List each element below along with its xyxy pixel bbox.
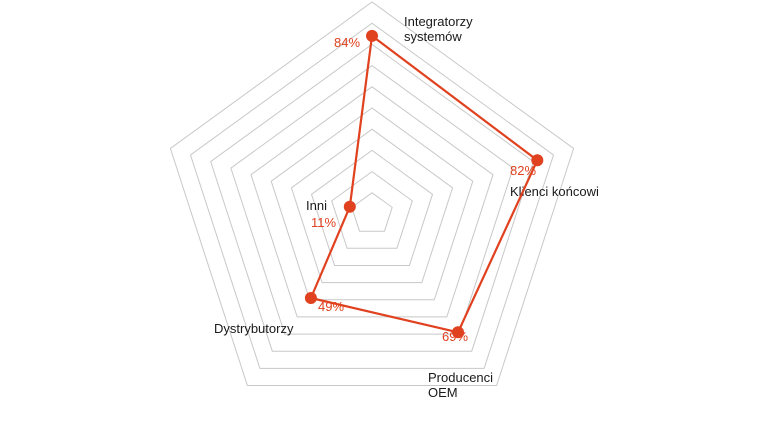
data-point-4 [343,200,356,213]
value-label-4: 11% [311,215,336,230]
axis-label-4: Inni [306,198,327,213]
grid-ring-4 [290,128,454,284]
value-label-1: 82% [510,163,536,178]
data-point-3 [304,292,317,304]
grid-ring-8 [210,43,534,352]
axis-labels: Integratorzy systemów Klienci końcowi Produ… [214,14,599,400]
series-line [309,34,539,334]
data-point-0 [366,29,378,42]
axis-label-1: Klienci końcowi [510,184,599,199]
series-layer [304,29,544,339]
value-label-3: 49% [318,299,344,314]
radar-grid [169,1,575,386]
grid-ring-1 [351,192,393,232]
axis-label-0: Integratorzy systemów [404,14,473,44]
grid-ring-2 [331,170,413,249]
grid-ring-6 [250,86,494,318]
grid-ring-3 [310,149,434,266]
grid-ring-10 [169,1,575,386]
grid-ring-5 [270,107,474,301]
value-label-0: 84% [334,35,360,50]
value-labels: 84% 82% 69% 49% 11% [311,35,536,344]
data-point-1 [531,154,544,167]
axis-label-2: Producenci OEM [428,370,493,400]
axis-label-3: Dystrybutorzy [214,321,294,336]
data-point-2 [452,326,464,339]
grid-ring-7 [230,64,514,335]
value-label-2: 69% [442,329,468,344]
grid-ring-9 [189,22,555,369]
